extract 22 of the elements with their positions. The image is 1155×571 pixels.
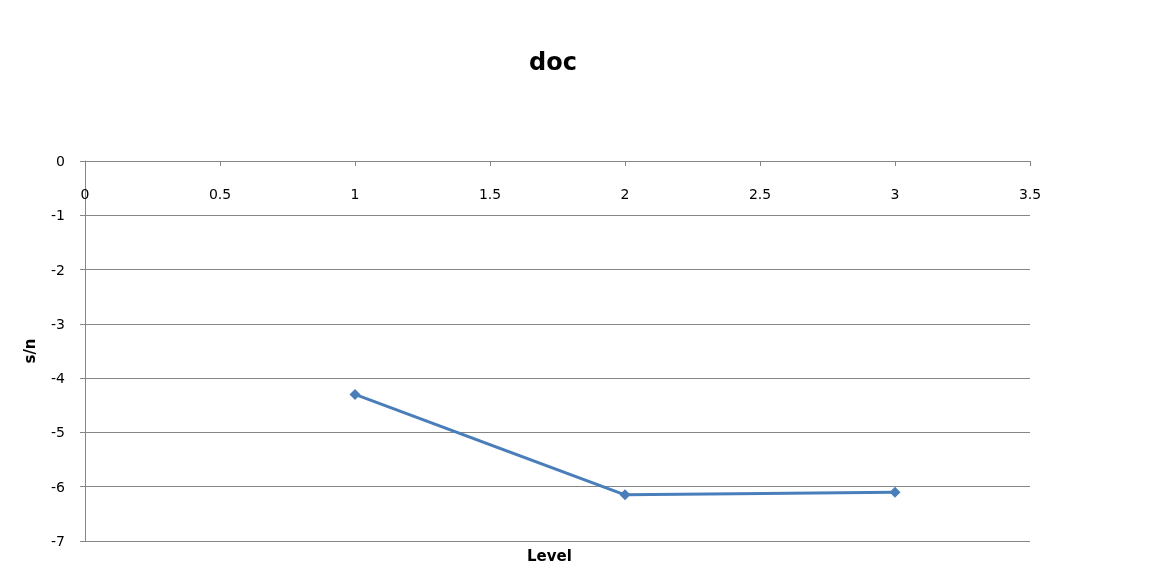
x-tick-label: 0 bbox=[80, 186, 90, 202]
y-tick-label: -6 bbox=[51, 478, 66, 495]
chart-title: doc bbox=[529, 48, 577, 76]
y-axis-title: s/n bbox=[20, 338, 39, 364]
y-tick-label: -7 bbox=[51, 533, 65, 549]
x-tick-label: 2.5 bbox=[748, 186, 772, 202]
y-tick-label: 0 bbox=[56, 153, 65, 169]
y-tick-label: -1 bbox=[51, 207, 65, 224]
point bbox=[889, 486, 901, 498]
x-tick-label: 2 bbox=[620, 186, 630, 202]
x-axis-title: Level bbox=[527, 546, 572, 565]
x-tick-label: 1.5 bbox=[478, 186, 502, 202]
x-tick-label: 3.5 bbox=[1018, 186, 1042, 202]
y-tick-label: -4 bbox=[51, 370, 66, 387]
x-tick-label: 3 bbox=[890, 186, 900, 202]
x-tick-label: 1 bbox=[350, 186, 360, 202]
point bbox=[619, 489, 631, 501]
y-tick-label: -3 bbox=[51, 315, 65, 332]
y-tick-label: -2 bbox=[51, 261, 65, 278]
y-tick-label: -5 bbox=[51, 424, 65, 441]
x-tick-label: 0.5 bbox=[208, 186, 232, 202]
point bbox=[349, 388, 361, 400]
